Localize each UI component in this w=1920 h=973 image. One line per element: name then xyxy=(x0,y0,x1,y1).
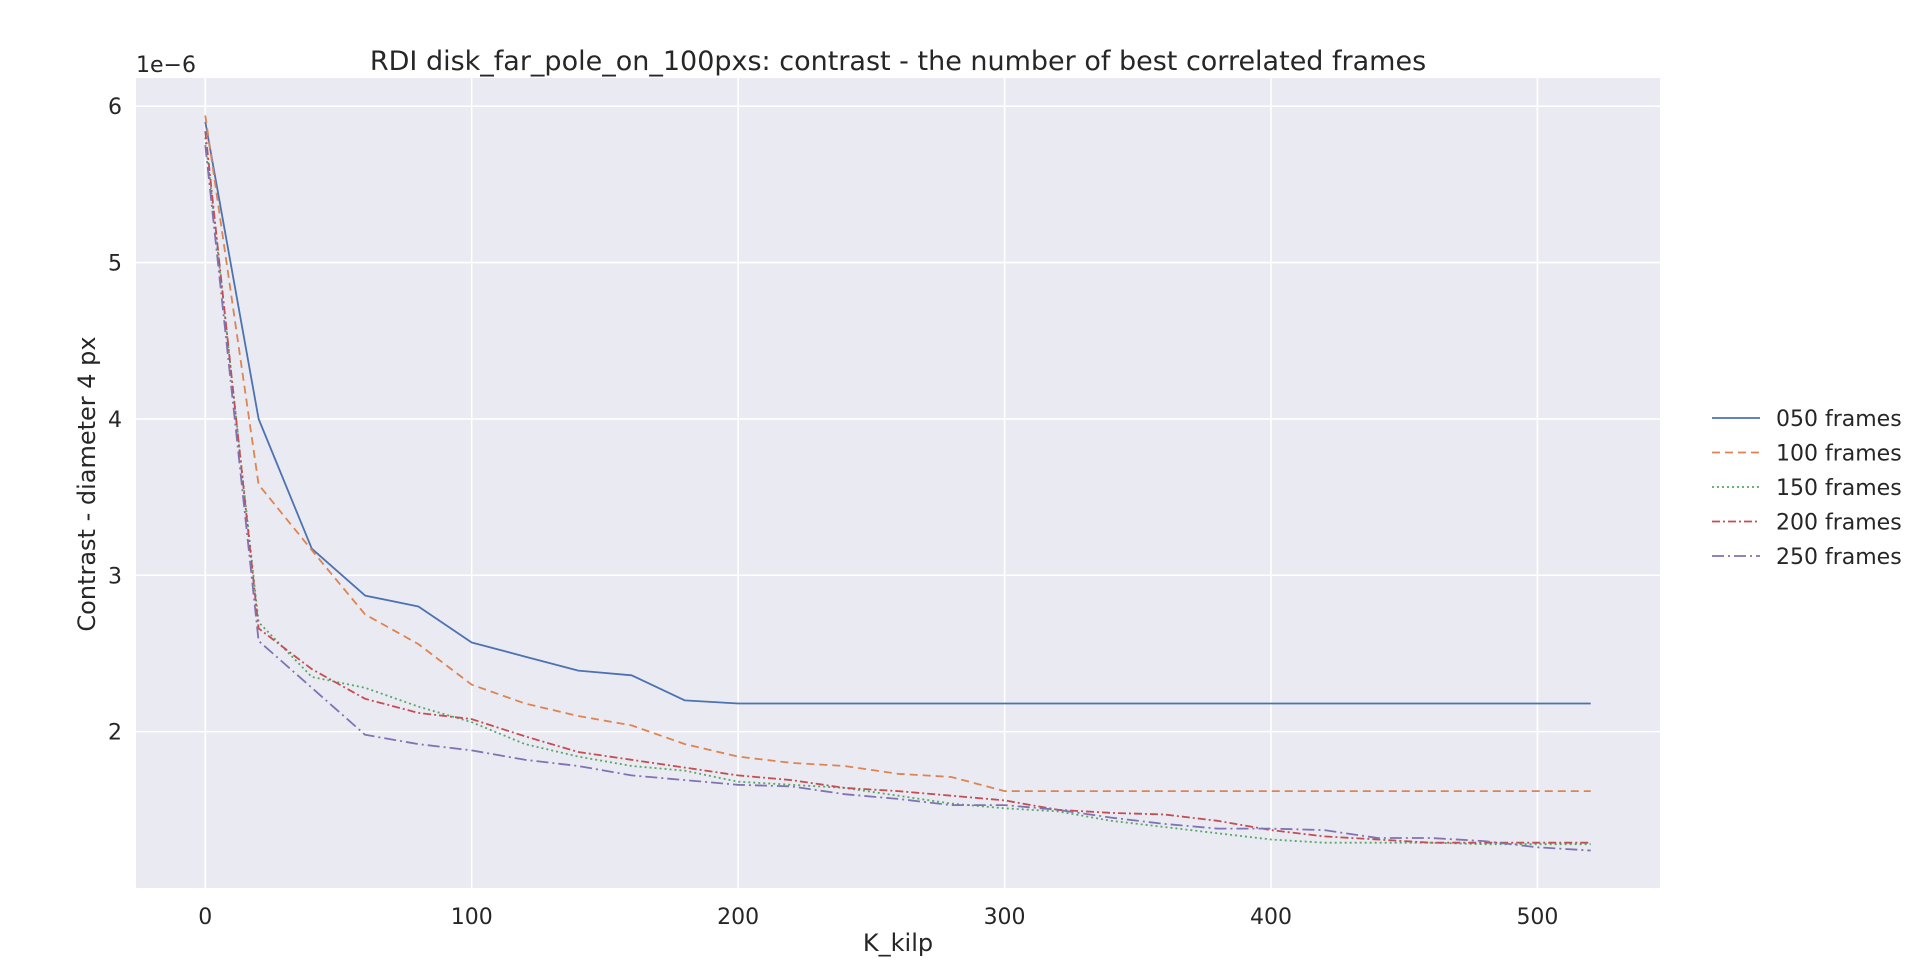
series-lines xyxy=(204,115,1591,852)
series-line-5 xyxy=(204,145,1591,852)
grid xyxy=(136,78,1660,888)
x-tick-label: 300 xyxy=(984,905,1026,930)
chart-title: RDI disk_far_pole_on_100pxs: contrast - … xyxy=(370,46,1426,77)
x-axis-label: K_kilp xyxy=(863,929,933,957)
series-line-1 xyxy=(204,121,1591,705)
tick-labels: 0 100 200 300 400 500 2 3 4 5 6 xyxy=(108,95,1558,930)
y-tick-label: 5 xyxy=(108,252,122,277)
y-offset-label: 1e−6 xyxy=(136,53,196,78)
plot-area xyxy=(136,78,1660,888)
y-tick-label: 4 xyxy=(108,408,122,433)
legend-label: 100 frames xyxy=(1776,442,1902,467)
legend-label: 150 frames xyxy=(1776,476,1902,501)
legend-label: 250 frames xyxy=(1776,545,1902,570)
legend: 050 frames 100 frames 150 frames 200 frames… xyxy=(1712,407,1902,570)
series-line-4 xyxy=(204,131,1591,844)
x-tick-label: 200 xyxy=(717,905,759,930)
legend-label: 050 frames xyxy=(1776,407,1902,432)
x-tick-label: 500 xyxy=(1516,905,1558,930)
y-tick-label: 6 xyxy=(108,95,122,120)
series-line-3 xyxy=(204,137,1591,846)
y-tick-label: 2 xyxy=(108,721,122,746)
series-line-2 xyxy=(204,115,1591,792)
x-tick-label: 0 xyxy=(198,905,212,930)
y-tick-label: 3 xyxy=(108,564,122,589)
x-tick-label: 400 xyxy=(1250,905,1292,930)
x-tick-label: 100 xyxy=(451,905,493,930)
y-axis-label: Contrast - diameter 4 px xyxy=(73,336,101,631)
legend-label: 200 frames xyxy=(1776,511,1902,536)
